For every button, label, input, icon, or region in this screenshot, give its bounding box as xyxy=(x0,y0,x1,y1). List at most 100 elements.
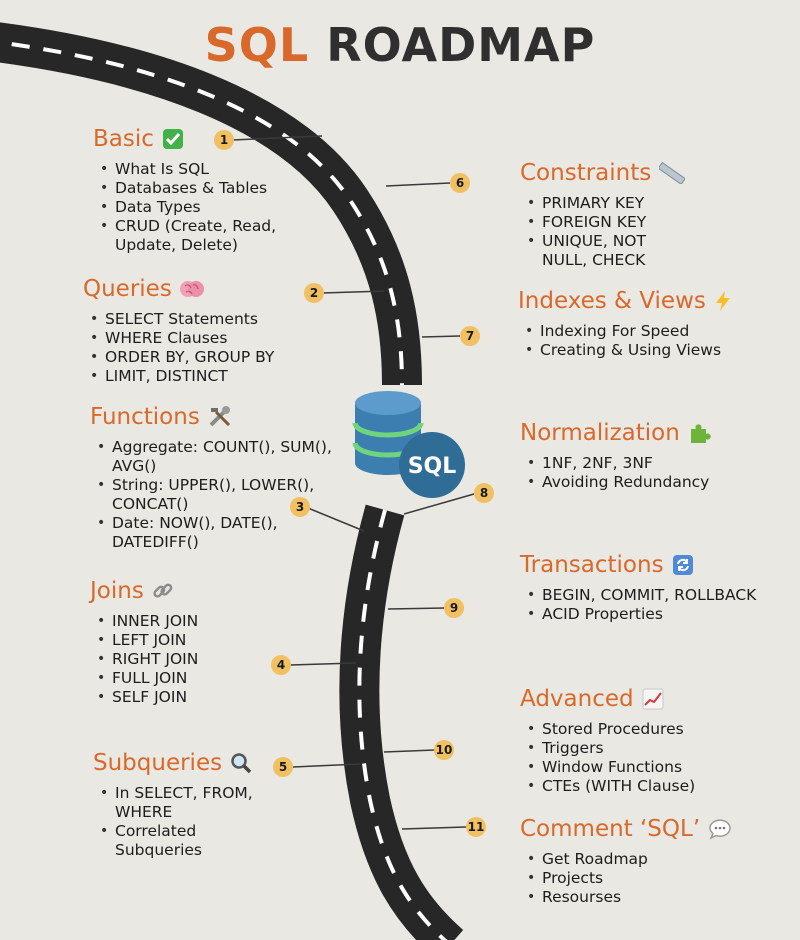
list-item: SELF JOIN xyxy=(97,688,198,707)
list-item: String: UPPER(), LOWER(), xyxy=(97,476,332,495)
road-lower xyxy=(339,504,464,940)
list-item: NULL, CHECK xyxy=(542,251,646,269)
section-indexes-views: Indexes & Views Indexing For Speed Creat… xyxy=(518,288,732,360)
check-icon xyxy=(162,128,184,150)
road-lower-dashes xyxy=(357,509,448,940)
list-item: In SELECT, FROM, xyxy=(100,784,253,803)
section-constraints: Constraints PRIMARY KEY FOREIGN KEY UNIQ… xyxy=(520,160,686,270)
section-title: Indexes & Views xyxy=(518,288,732,314)
section-title: Queries xyxy=(83,276,274,302)
chart-icon xyxy=(642,688,664,710)
road-upper-dashes xyxy=(0,40,404,386)
list-item: CONCAT() xyxy=(112,495,189,513)
item-list: Indexing For Speed Creating & Using View… xyxy=(518,322,732,360)
section-title: Functions xyxy=(90,404,332,430)
item-list: SELECT Statements WHERE Clauses ORDER BY… xyxy=(83,310,274,386)
section-title: Transactions xyxy=(520,552,756,578)
list-item: FULL JOIN xyxy=(97,669,198,688)
item-list: Aggregate: COUNT(), SUM(), AVG() String:… xyxy=(90,438,332,552)
list-item: LIMIT, DISTINCT xyxy=(90,367,274,386)
item-list: INNER JOIN LEFT JOIN RIGHT JOIN FULL JOI… xyxy=(90,612,198,707)
connector-8 xyxy=(403,493,475,515)
section-title-text: Joins xyxy=(90,578,144,604)
list-item: What Is SQL xyxy=(100,160,276,179)
list-item: Resourses xyxy=(527,888,732,907)
list-item: Date: NOW(), DATE(), xyxy=(97,514,332,533)
list-item: Get Roadmap xyxy=(527,850,732,869)
connector-1 xyxy=(231,135,323,141)
sql-badge-label: SQL xyxy=(408,454,457,479)
item-list: Stored Procedures Triggers Window Functi… xyxy=(520,720,695,796)
section-title: Subqueries xyxy=(93,750,253,776)
list-item: PRIMARY KEY xyxy=(527,194,685,213)
list-item: UNIQUE, NOT xyxy=(527,232,685,251)
step-marker-1: 1 xyxy=(214,130,234,150)
section-title: Joins xyxy=(90,578,198,604)
list-item: Creating & Using Views xyxy=(525,341,732,360)
section-title: Normalization xyxy=(520,420,712,446)
step-marker-5: 5 xyxy=(273,757,293,777)
section-title-text: Normalization xyxy=(520,420,680,446)
list-item: Aggregate: COUNT(), SUM(), xyxy=(97,438,332,457)
speech-bubble-icon xyxy=(708,818,732,840)
connector-11 xyxy=(401,826,467,830)
list-item: FOREIGN KEY xyxy=(527,213,685,232)
step-marker-7: 7 xyxy=(460,326,480,346)
ruler-icon xyxy=(659,162,686,184)
list-item: CRUD (Create, Read, xyxy=(100,217,276,236)
step-marker-3: 3 xyxy=(290,497,310,517)
section-queries: Queries SELECT Statements WHERE Clauses … xyxy=(83,276,274,386)
section-title-text: Comment ‘SQL’ xyxy=(520,816,701,842)
connector-4 xyxy=(289,662,357,666)
link-icon xyxy=(152,580,174,602)
list-item: Data Types xyxy=(100,198,276,217)
section-title: Advanced xyxy=(520,686,695,712)
lightning-icon xyxy=(714,290,732,312)
item-list: What Is SQL Databases & Tables Data Type… xyxy=(93,160,276,255)
list-item: Correlated xyxy=(100,822,253,841)
magnifier-icon xyxy=(230,752,252,774)
section-title-text: Advanced xyxy=(520,686,634,712)
list-item: Databases & Tables xyxy=(100,179,276,198)
step-marker-8: 8 xyxy=(474,483,494,503)
list-item: Avoiding Redundancy xyxy=(527,473,712,492)
tools-icon xyxy=(208,406,232,428)
step-marker-4: 4 xyxy=(271,655,291,675)
title-roadmap: ROADMAP xyxy=(326,18,596,72)
step-marker-11: 11 xyxy=(466,817,486,837)
list-item: Indexing For Speed xyxy=(525,322,732,341)
step-marker-2: 2 xyxy=(304,283,324,303)
section-joins: Joins INNER JOIN LEFT JOIN RIGHT JOIN FU… xyxy=(90,578,198,707)
list-item: INNER JOIN xyxy=(97,612,198,631)
section-subqueries: Subqueries In SELECT, FROM, WHERE Correl… xyxy=(93,750,253,860)
connector-6 xyxy=(385,182,451,187)
refresh-icon xyxy=(672,554,694,576)
list-item: Triggers xyxy=(527,739,695,758)
list-item: LEFT JOIN xyxy=(97,631,198,650)
item-list: 1NF, 2NF, 3NF Avoiding Redundancy xyxy=(520,454,712,492)
list-item: Window Functions xyxy=(527,758,695,777)
section-title: Constraints xyxy=(520,160,686,186)
section-title: Basic xyxy=(93,126,276,152)
item-list: Get Roadmap Projects Resourses xyxy=(520,850,732,907)
database-icon: SQL xyxy=(352,391,465,498)
section-basic: Basic What Is SQL Databases & Tables Dat… xyxy=(93,126,276,255)
item-list: In SELECT, FROM, WHERE Correlated Subque… xyxy=(93,784,253,860)
list-item: DATEDIFF() xyxy=(112,533,199,551)
list-item: Projects xyxy=(527,869,732,888)
list-item: WHERE xyxy=(115,803,173,821)
step-marker-9: 9 xyxy=(444,598,464,618)
item-list: BEGIN, COMMIT, ROLLBACK ACID Properties xyxy=(520,586,756,624)
connector-10 xyxy=(383,749,436,753)
list-item: AVG() xyxy=(112,457,157,475)
section-title-text: Indexes & Views xyxy=(518,288,706,314)
title-sql: SQL xyxy=(204,18,310,72)
list-item: Stored Procedures xyxy=(527,720,695,739)
section-title-text: Functions xyxy=(90,404,200,430)
list-item: 1NF, 2NF, 3NF xyxy=(527,454,712,473)
section-functions: Functions Aggregate: COUNT(), SUM(), AVG… xyxy=(90,404,332,552)
connector-7 xyxy=(421,335,461,338)
section-title-text: Constraints xyxy=(520,160,652,186)
section-normalization: Normalization 1NF, 2NF, 3NF Avoiding Red… xyxy=(520,420,712,492)
